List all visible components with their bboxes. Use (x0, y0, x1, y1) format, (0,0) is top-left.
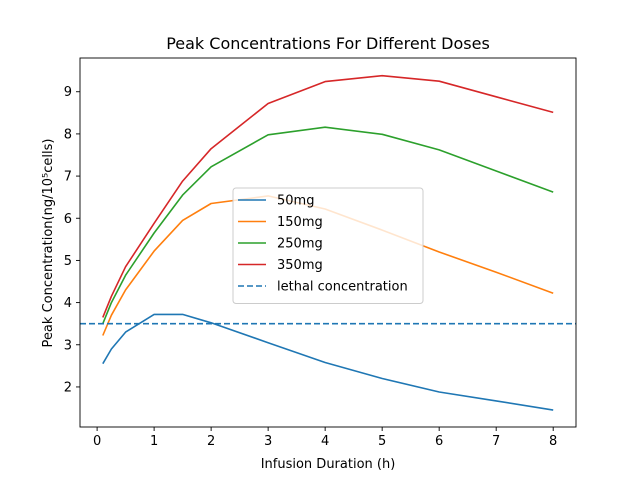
y-tick-label: 4 (64, 296, 72, 311)
x-tick-label: 3 (264, 434, 272, 449)
legend-label: 150mg (277, 215, 323, 230)
y-tick-label: 9 (64, 85, 72, 100)
legend-label: 250mg (277, 237, 323, 252)
y-tick-label: 8 (64, 127, 72, 142)
x-tick-label: 1 (150, 434, 158, 449)
x-tick-label: 2 (207, 434, 215, 449)
x-tick-label: 6 (435, 434, 443, 449)
x-tick-label: 4 (321, 434, 329, 449)
series-line-250mg (102, 126, 554, 325)
axes-frame (79, 57, 577, 428)
chart-title: Peak Concentrations For Different Doses (166, 34, 490, 53)
y-axis: 2 3 4 5 6 7 8 9 (64, 85, 80, 395)
legend-label: lethal concentration (277, 280, 408, 295)
x-tick-label: 8 (549, 434, 557, 449)
series-line-350mg (102, 74, 554, 318)
legend: 50mg 150mg 250mg 350mg lethal concentration (232, 187, 424, 304)
y-tick-label: 2 (64, 380, 72, 395)
y-tick-label: 7 (64, 170, 72, 185)
x-tick-label: 5 (378, 434, 386, 449)
x-axis: 0 1 2 3 4 5 6 7 8 (93, 427, 557, 449)
axes-border (79, 57, 577, 428)
series-line-50mg (102, 313, 554, 411)
y-axis-title: Peak Concentration(ng/10⁵cells) (41, 139, 56, 348)
x-tick-label: 0 (93, 434, 101, 449)
legend-label: 50mg (277, 194, 314, 209)
y-tick-label: 5 (64, 254, 72, 269)
x-tick-label: 7 (492, 434, 500, 449)
x-axis-title: Infusion Duration (h) (261, 457, 396, 472)
y-tick-label: 3 (64, 338, 72, 353)
legend-box (232, 187, 424, 304)
y-tick-label: 6 (64, 212, 72, 227)
legend-label: 350mg (277, 258, 323, 273)
